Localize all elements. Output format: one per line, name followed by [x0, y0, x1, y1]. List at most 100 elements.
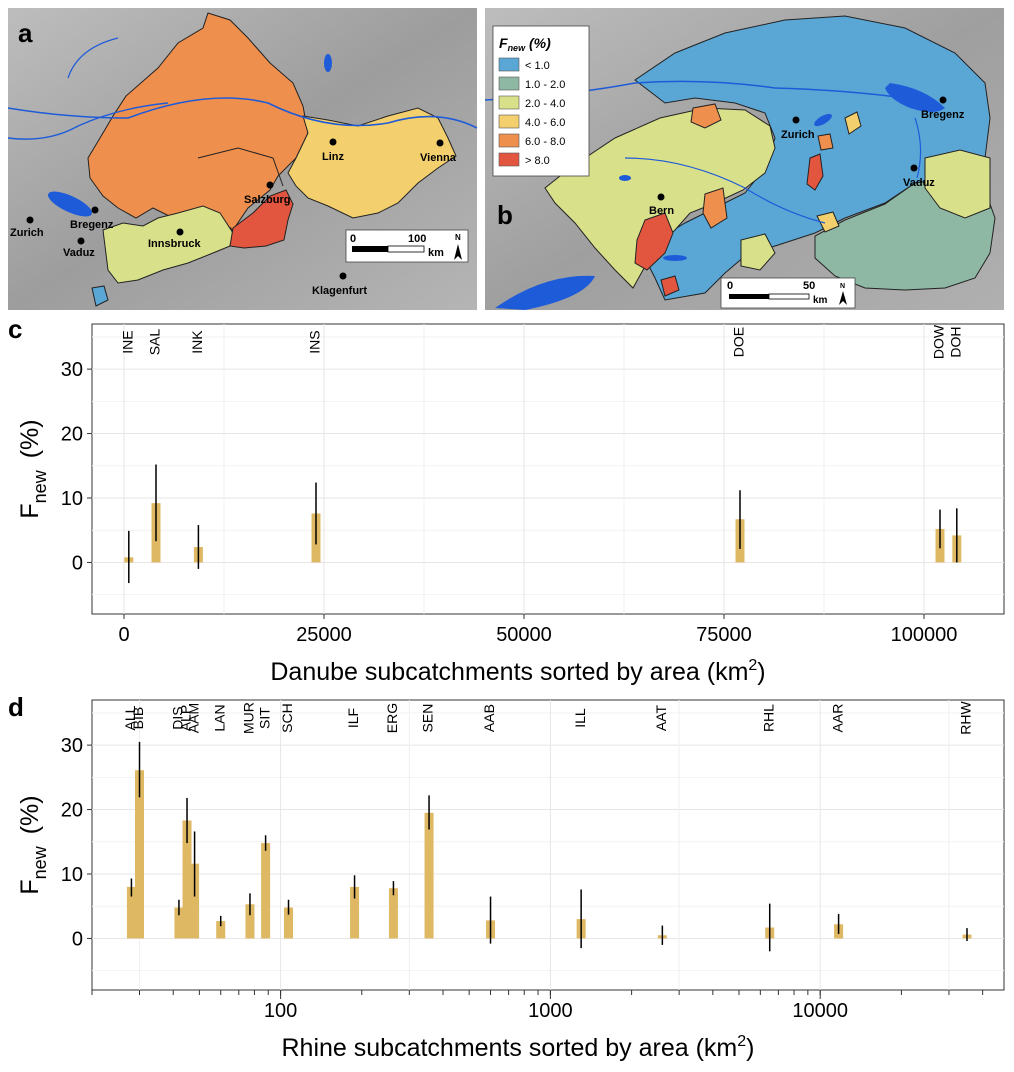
region-orange-3 [817, 133, 834, 151]
region-yellow-east [287, 107, 457, 219]
lake-geneva [495, 275, 595, 310]
x-tick-label: 25000 [296, 624, 352, 646]
bar-all [126, 886, 136, 939]
lake-constance [47, 191, 93, 217]
panel-label-a: a [18, 18, 33, 48]
bar-lan [216, 921, 226, 939]
city-label-zurich: Zurich [781, 129, 815, 141]
river-danube [8, 97, 477, 129]
x-axis: 0 25000 50000 75000 100000 [118, 614, 957, 646]
bar-label-ine: INE [120, 330, 136, 353]
x-tick-label: 10000 [792, 1000, 848, 1022]
lake-small [619, 175, 631, 181]
subcatchment-boundary [197, 147, 284, 187]
bar-ilf [350, 886, 360, 939]
scale-max-label: 50 [803, 280, 815, 292]
legend-label: 6.0 - 8.0 [525, 136, 565, 148]
x-axis-label: Danube subcatchments sorted by area (km2… [270, 657, 765, 686]
river-upper [8, 102, 169, 140]
city-markers [26, 138, 444, 280]
bars: INE SAL INK INS DOE DOW DOH [120, 324, 964, 584]
x-tick-label: 50000 [496, 624, 552, 646]
bar-dis [174, 907, 184, 939]
region-red-3 [660, 275, 680, 297]
legend-swatch [498, 152, 520, 167]
y-tick-label: 10 [61, 488, 83, 510]
north-arrow-icon [454, 244, 462, 260]
legend-swatch [498, 114, 520, 129]
gridlines [92, 324, 1004, 614]
legend-label: > 8.0 [525, 155, 550, 167]
city-markers [657, 96, 947, 201]
panel-label-d: d [8, 692, 24, 722]
y-axis-label: Fnew(%) [16, 795, 50, 894]
city-labels: Zurich Bregenz Vaduz Innsbruck Salzburg … [10, 151, 457, 297]
lake [324, 54, 332, 72]
legend-label: 2.0 - 4.0 [525, 98, 565, 110]
region-blue [91, 285, 109, 307]
legend-title: Fnew (%) [499, 35, 551, 53]
plot-area [91, 323, 1005, 615]
x-tick-label: 1000 [528, 1000, 573, 1022]
city-labels: Bregenz Zurich Vaduz Bern [649, 109, 965, 217]
bar-erg [388, 888, 398, 939]
legend-swatch [498, 95, 520, 110]
legend-label: 1.0 - 2.0 [525, 79, 565, 91]
panel-label-c: c [8, 314, 23, 344]
map-panel-b: Bregenz Zurich Vaduz Bern Fnew (%) < 1.0… [485, 8, 1004, 310]
bar-label-sit: SIT [256, 707, 272, 729]
bar-label-ins: INS [307, 330, 323, 353]
y-tick-label: 0 [72, 928, 83, 950]
legend-swatch [498, 76, 520, 91]
bar-sen [424, 812, 434, 939]
x-tick-label: 0 [118, 624, 129, 646]
bar-label-dow: DOW [931, 324, 947, 359]
legend-swatch [498, 57, 520, 72]
bar-label-aat: AAT [653, 705, 669, 732]
x-tick-label: 100 [264, 1000, 297, 1022]
city-label-klagenfurt: Klagenfurt [312, 285, 367, 297]
legend-fnew: Fnew (%) < 1.0 1.0 - 2.0 2.0 - 4.0 4.0 - 6.… [492, 25, 590, 177]
city-label-zurich: Zurich [10, 227, 44, 239]
region-yellow-1 [816, 211, 840, 233]
bar-label-aar: AAR [829, 704, 845, 733]
legend-swatch [498, 133, 520, 148]
x-tick-label: 100000 [891, 624, 958, 646]
y-axis-label: Fnew(%) [16, 419, 50, 518]
river-alpine-rhine [914, 117, 922, 179]
bar-label-aab: AAB [481, 704, 497, 732]
danube-catchment-map: Zurich Bregenz Vaduz Innsbruck Salzburg … [8, 8, 477, 310]
city-label-vienna: Vienna [420, 152, 457, 164]
plot-area [91, 699, 1005, 991]
bar-label-doe: DOE [731, 327, 747, 357]
bar-label-aam: AAM [185, 703, 201, 733]
region-red-1 [634, 212, 674, 271]
bar-label-ink: INK [189, 330, 205, 354]
scale-zero-label: 0 [727, 280, 733, 292]
bar-sch [284, 907, 294, 939]
danube-fnew-chart: INE SAL INK INS DOE DOW DOH 0 10 20 30 0 25000 50000 7… [16, 323, 1005, 686]
bar-bib [135, 770, 145, 939]
bar-label-doh: DOH [948, 326, 964, 357]
city-label-bregenz: Bregenz [70, 219, 114, 231]
city-label-linz: Linz [322, 151, 344, 163]
bar-label-lan: LAN [211, 704, 227, 731]
bar-label-bib: BIB [130, 707, 146, 730]
bar-label-alp: ALP [178, 705, 194, 731]
y-tick-label: 30 [61, 359, 83, 381]
bar-label-sch: SCH [279, 703, 295, 733]
city-label-vaduz: Vaduz [903, 177, 935, 189]
region-yellow-2 [740, 233, 776, 271]
city-label-bern: Bern [649, 205, 674, 217]
y-tick-label: 10 [61, 864, 83, 886]
bar-label-dis: DIS [170, 706, 186, 729]
city-label-bregenz: Bregenz [921, 109, 965, 121]
x-axis-label: Rhine subcatchments sorted by area (km2) [282, 1033, 755, 1062]
region-yellow-3 [844, 111, 862, 135]
bar-label-ilf: ILF [345, 708, 361, 728]
region-orange [87, 12, 309, 231]
bar-label-ill: ILL [572, 708, 588, 728]
legend-label: 4.0 - 6.0 [525, 117, 565, 129]
